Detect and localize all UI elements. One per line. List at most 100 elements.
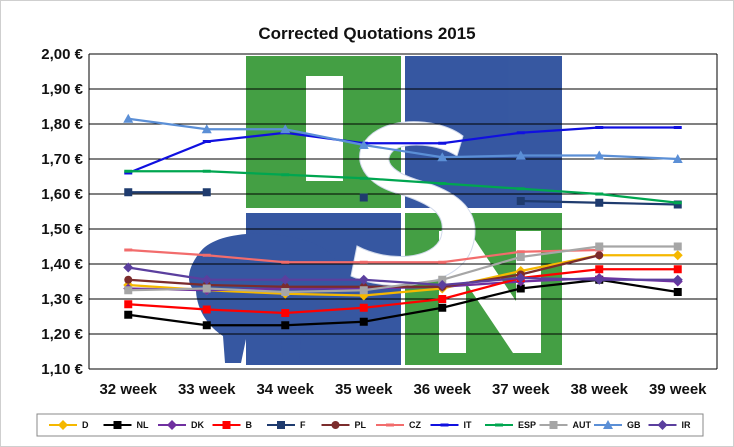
data-point: [281, 321, 290, 330]
legend-label: DK: [191, 420, 204, 430]
data-point: [595, 251, 604, 260]
data-point: [124, 188, 133, 197]
data-point: [672, 154, 683, 163]
data-point: [280, 274, 291, 285]
data-point: [202, 321, 211, 330]
data-point: [516, 131, 525, 135]
data-point: [202, 140, 211, 143]
legend-swatch-marker: [657, 420, 668, 430]
data-point: [673, 126, 682, 129]
legend-swatch-marker: [549, 421, 558, 429]
x-tick-label: 34 week: [256, 381, 314, 398]
legend-swatch-marker: [603, 420, 613, 429]
series-gb: [123, 113, 683, 163]
y-tick-label: 1,80 €: [41, 116, 83, 133]
legend-label: GB: [627, 420, 641, 430]
legend-item-d: D: [49, 420, 89, 430]
series-line-b: [128, 268, 678, 315]
data-point: [516, 187, 525, 191]
data-point: [202, 284, 211, 293]
logo-letter-s: [350, 121, 476, 286]
data-point: [515, 273, 526, 283]
data-point: [516, 253, 525, 261]
legend-box: [36, 413, 704, 437]
data-point: [673, 200, 682, 209]
legend-swatch-marker: [495, 423, 503, 427]
y-tick-label: 1,20 €: [41, 326, 83, 343]
legend-label: ESP: [518, 420, 536, 430]
data-point: [123, 262, 134, 273]
data-point: [437, 280, 448, 290]
legend-label: PL: [355, 420, 367, 430]
grid-lines: [88, 53, 718, 370]
data-point: [124, 286, 133, 295]
x-tick-label: 36 week: [413, 381, 471, 398]
series-line-aut: [128, 245, 678, 294]
legend-item-pl: PL: [321, 420, 367, 430]
y-tick-label: 1,60 €: [41, 186, 83, 203]
data-point: [358, 274, 369, 285]
data-point: [202, 169, 211, 173]
legend-label: AUT: [573, 420, 592, 430]
data-point: [594, 274, 605, 285]
data-point: [281, 288, 290, 296]
x-tick-label: 39 week: [649, 381, 707, 398]
legend-label: D: [82, 420, 89, 430]
series-aut: [124, 242, 682, 296]
x-tick-label: 35 week: [335, 381, 393, 398]
data-point: [124, 275, 133, 284]
legend-item-b: B: [212, 420, 253, 430]
data-point: [359, 303, 368, 312]
legend-label: IR: [682, 420, 692, 430]
data-point: [438, 275, 447, 284]
legend-item-esp: ESP: [485, 420, 536, 430]
legend-item-cz: CZ: [376, 420, 421, 430]
legend-label: F: [300, 420, 306, 430]
chart-title: Corrected Quotations 2015: [258, 24, 475, 43]
legend-label: CZ: [409, 420, 421, 430]
series-line-gb: [128, 117, 678, 161]
data-point: [123, 113, 134, 123]
x-tick-label: 37 week: [492, 381, 550, 398]
series-line-esp: [128, 170, 678, 204]
data-point: [201, 124, 212, 134]
series-f: [124, 188, 682, 209]
data-point: [672, 250, 683, 261]
series-ir: [123, 262, 683, 290]
legend-item-ir: IR: [648, 420, 692, 430]
y-tick-label: 1,10 €: [41, 361, 83, 378]
logo-pig-silhouette: [188, 233, 342, 363]
isn-logo-watermark: [188, 56, 562, 365]
data-point: [124, 248, 133, 252]
data-point: [673, 265, 682, 274]
y-tick-label: 1,70 €: [41, 151, 83, 168]
series-esp: [124, 169, 682, 205]
legend-item-nl: NL: [103, 420, 149, 430]
data-point: [595, 198, 604, 207]
data-point: [437, 152, 448, 162]
data-point: [438, 182, 447, 185]
data-point: [438, 303, 447, 312]
y-tick-label: 1,90 €: [41, 81, 83, 98]
x-tick-label: 32 week: [99, 381, 157, 398]
data-point: [281, 260, 290, 264]
data-point: [438, 141, 447, 145]
data-point: [202, 188, 211, 197]
data-point: [281, 309, 290, 317]
legend-item-aut: AUT: [539, 420, 592, 430]
data-point: [516, 197, 525, 205]
legend-item-it: IT: [430, 420, 472, 430]
legend-swatch-marker: [331, 421, 340, 429]
data-point: [594, 150, 605, 160]
y-tick-label: 1,50 €: [41, 221, 83, 238]
series-lines: [123, 113, 683, 330]
data-point: [202, 253, 211, 257]
y-tick-label: 1,30 €: [41, 291, 83, 308]
data-point: [673, 242, 682, 251]
y-tick-label: 1,40 €: [41, 256, 83, 273]
data-point: [438, 260, 447, 264]
data-point: [124, 300, 133, 309]
x-axis-ticks: 32 week 33 week 34 week 35 week 36 week 37 we…: [99, 381, 707, 398]
